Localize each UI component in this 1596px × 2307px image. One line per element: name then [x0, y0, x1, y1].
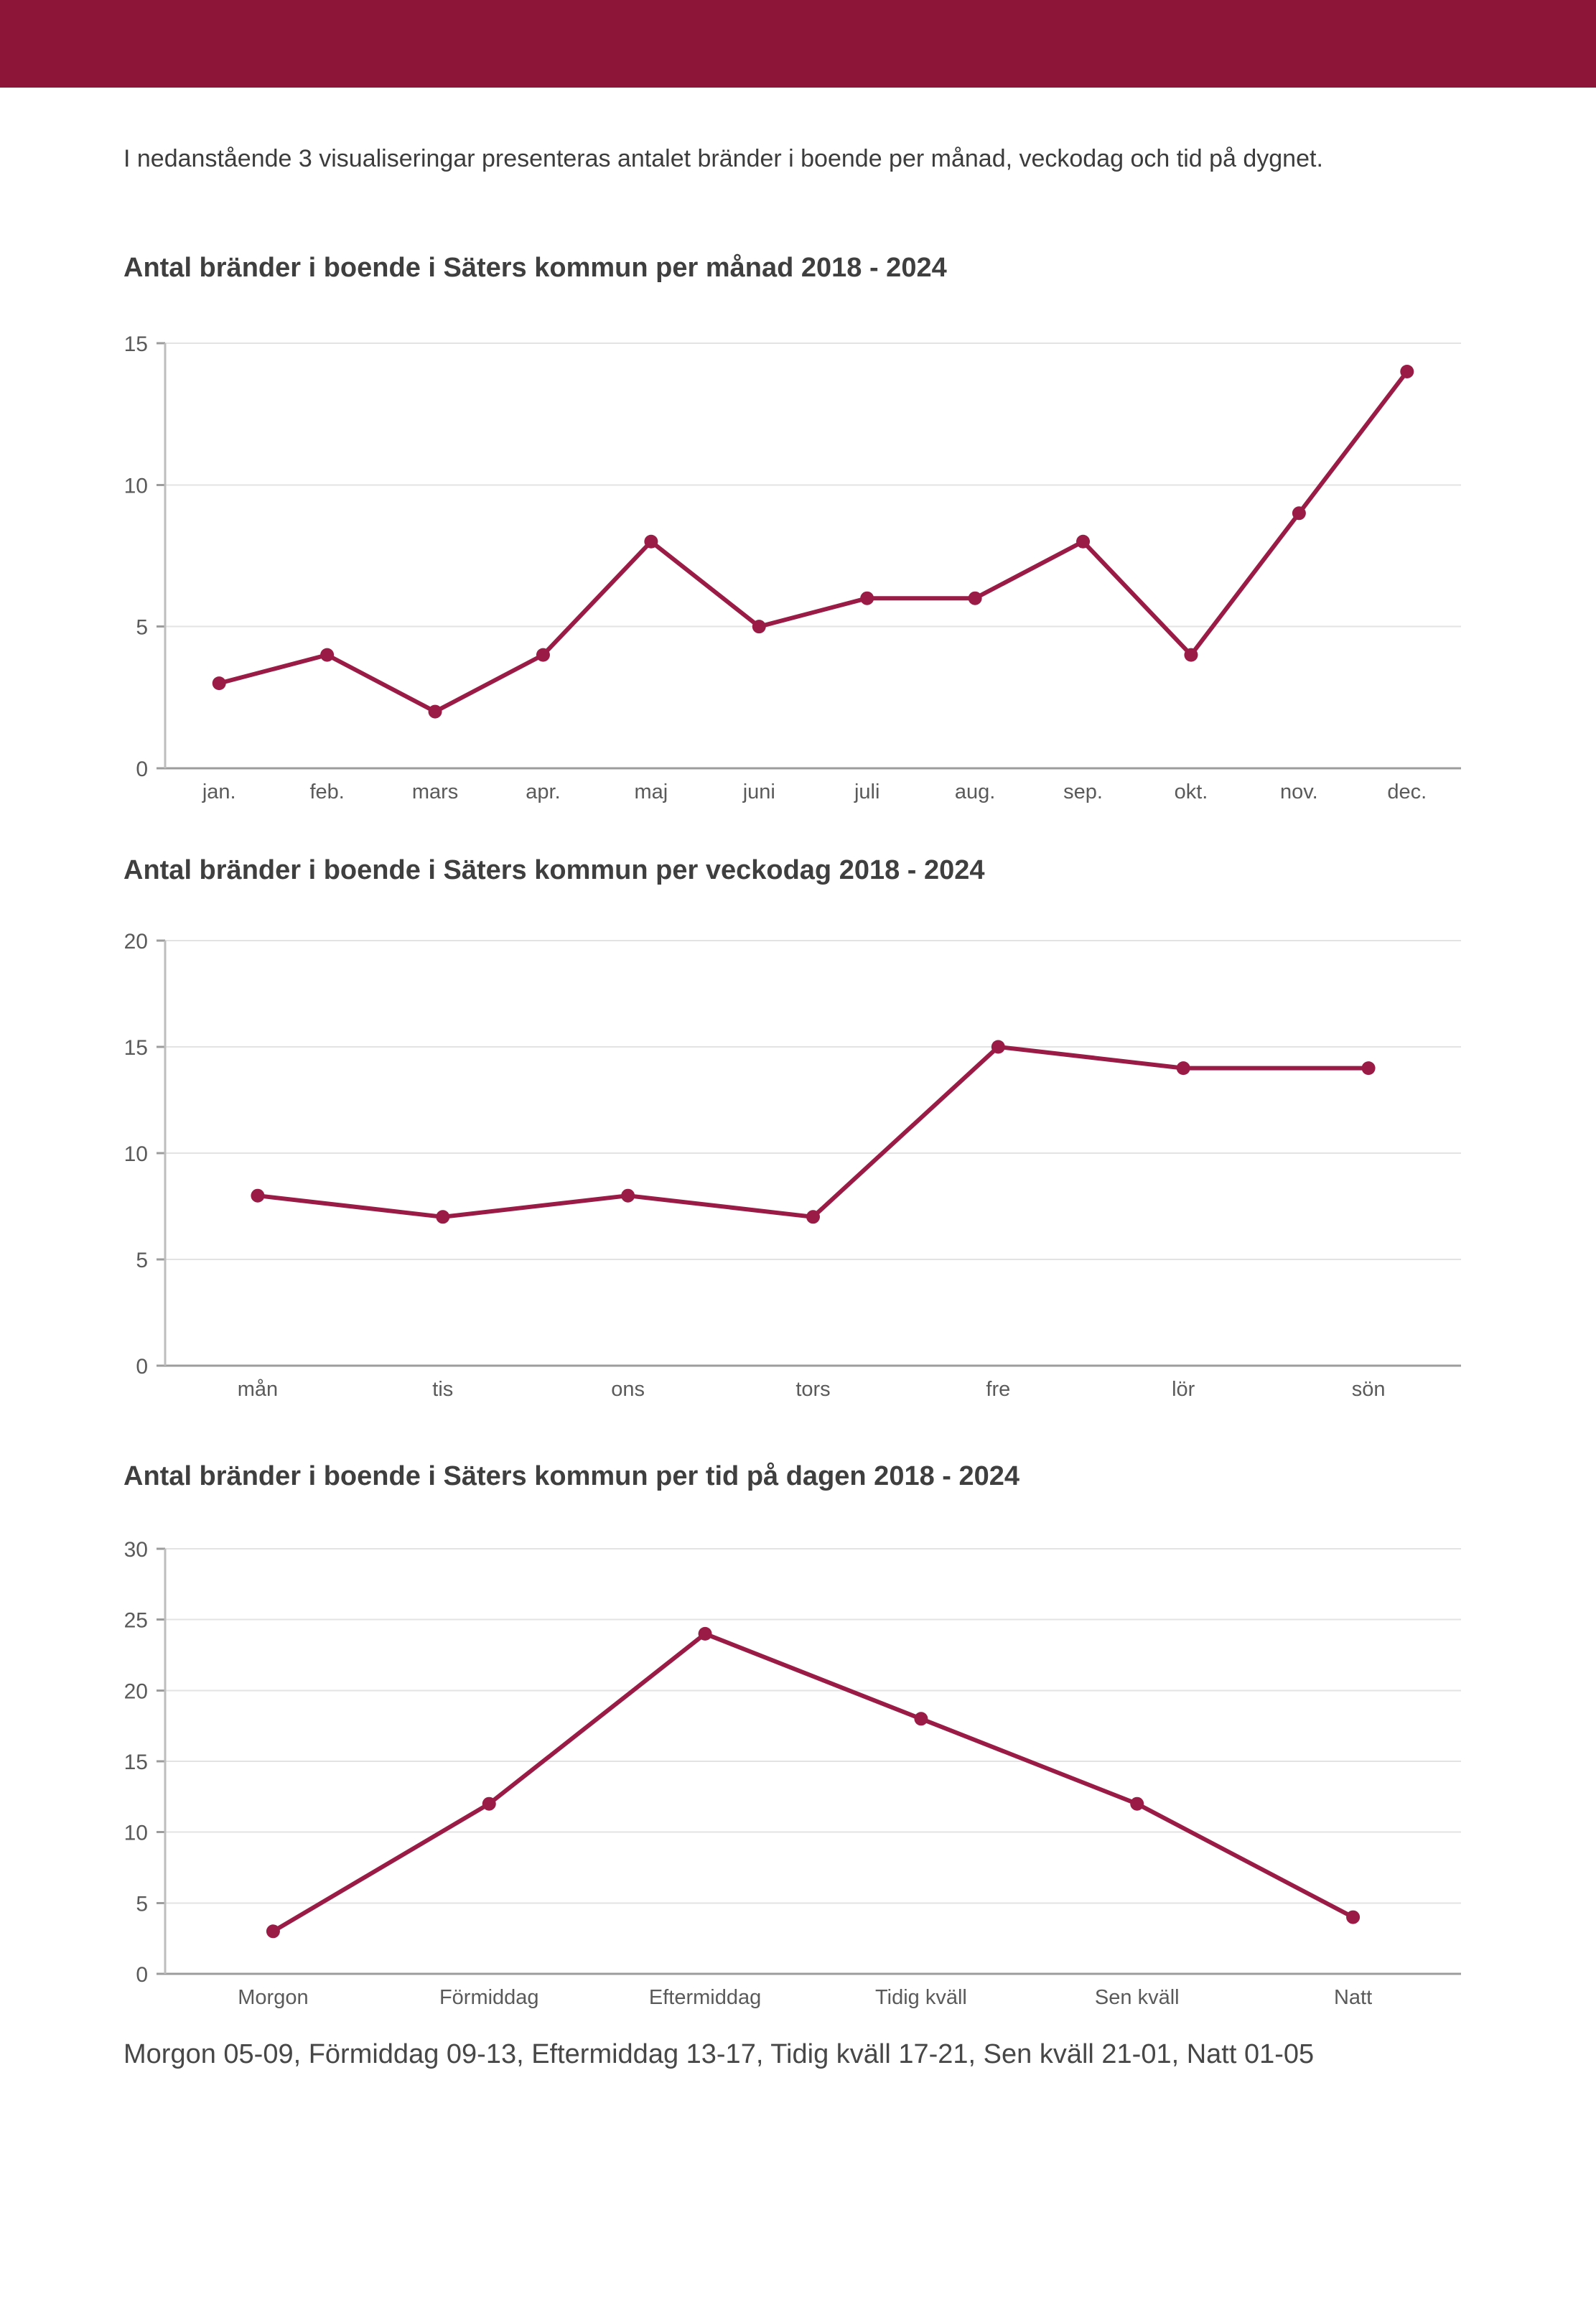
y-tick-label: 20 [124, 930, 148, 954]
data-point [251, 1188, 265, 1203]
time-of-day-line-chart: 0 5 10 15 20 25 30 Morgon Förmiddag Eftermiddag Ti… [124, 1538, 1461, 2009]
x-tick-label: tis [432, 1378, 453, 1401]
x-tick-label: ons [611, 1378, 645, 1401]
data-point [860, 591, 874, 605]
x-tick-label: aug. [955, 780, 995, 803]
x-tick-label: apr. [526, 780, 560, 803]
x-tick-label: tors [795, 1378, 830, 1401]
y-tick-label: 15 [124, 1036, 148, 1060]
y-tick-label: 10 [124, 1822, 148, 1845]
data-point [698, 1626, 712, 1641]
data-point [1346, 1910, 1361, 1924]
x-tick-label: feb. [309, 780, 344, 803]
y-tick-label: 30 [124, 1538, 148, 1562]
x-tick-label: Sen kväll [1095, 1986, 1180, 2009]
data-point [621, 1188, 635, 1203]
data-point [752, 620, 766, 634]
data-point [428, 704, 442, 719]
data-point [436, 1210, 450, 1224]
y-tick-label: 5 [136, 1892, 148, 1916]
data-point [991, 1040, 1005, 1054]
data-point [320, 648, 335, 662]
y-tick-label: 25 [124, 1609, 148, 1633]
x-tick-label: lör [1172, 1378, 1195, 1401]
data-point [1130, 1796, 1144, 1811]
x-tick-label: nov. [1280, 780, 1318, 803]
x-tick-label: maj [635, 780, 668, 803]
data-point [1184, 648, 1198, 662]
y-tick-label: 0 [136, 758, 148, 781]
x-tick-label: mån [238, 1378, 278, 1401]
x-tick-label: dec. [1387, 780, 1427, 803]
data-point [914, 1712, 928, 1726]
data-point [482, 1796, 496, 1811]
header-bar [0, 0, 1596, 88]
data-point [644, 534, 658, 549]
chart-title-time-of-day: Antal bränder i boende i Säters kommun p… [123, 1461, 1020, 1491]
y-tick-label: 0 [136, 1963, 148, 1987]
data-point [1292, 506, 1306, 521]
x-tick-label: Morgon [238, 1986, 308, 2009]
intro-text: I nedanstående 3 visualiseringar present… [123, 145, 1323, 172]
y-tick-label: 0 [136, 1355, 148, 1379]
x-tick-label: sön [1352, 1378, 1386, 1401]
data-point [1076, 534, 1091, 549]
data-point [1400, 364, 1414, 378]
data-point [266, 1924, 280, 1939]
data-point [968, 591, 982, 605]
x-tick-label: okt. [1175, 780, 1208, 803]
x-tick-label: mars [412, 780, 458, 803]
x-tick-label: juni [742, 780, 775, 803]
y-tick-label: 10 [124, 1142, 148, 1166]
data-point [1176, 1061, 1190, 1076]
data-point [536, 648, 550, 662]
data-line [255, 1045, 1371, 1219]
data-point [806, 1210, 820, 1224]
x-tick-label: Förmiddag [439, 1986, 539, 2009]
data-point [1361, 1061, 1376, 1076]
x-tick-label: juli [854, 780, 879, 803]
x-tick-label: Natt [1334, 1986, 1372, 2009]
y-tick-label: 5 [136, 616, 148, 640]
y-tick-label: 10 [124, 474, 148, 498]
data-point [212, 676, 226, 691]
y-tick-label: 20 [124, 1679, 148, 1703]
x-tick-label: jan. [202, 780, 236, 803]
y-tick-label: 15 [124, 1751, 148, 1774]
data-line [271, 1631, 1355, 1934]
chart-title-weekday: Antal bränder i boende i Säters kommun p… [123, 855, 985, 885]
x-tick-label: sep. [1063, 780, 1103, 803]
monthly-line-chart: 0 5 10 15 jan. feb. mars apr. maj juni juli aug. sep… [124, 332, 1461, 803]
x-tick-label: fre [986, 1378, 1010, 1401]
x-tick-label: Eftermiddag [649, 1986, 761, 2009]
data-line [217, 369, 1409, 714]
y-tick-label: 15 [124, 332, 148, 356]
chart-title-monthly: Antal bränder i boende i Säters kommun p… [123, 253, 947, 283]
y-tick-label: 5 [136, 1249, 148, 1272]
weekday-line-chart: 0 5 10 15 20 mån tis ons tors fre lör sön [124, 930, 1461, 1401]
time-ranges-note: Morgon 05-09, Förmiddag 09-13, Eftermidd… [123, 2039, 1315, 2069]
x-tick-label: Tidig kväll [875, 1986, 967, 2009]
